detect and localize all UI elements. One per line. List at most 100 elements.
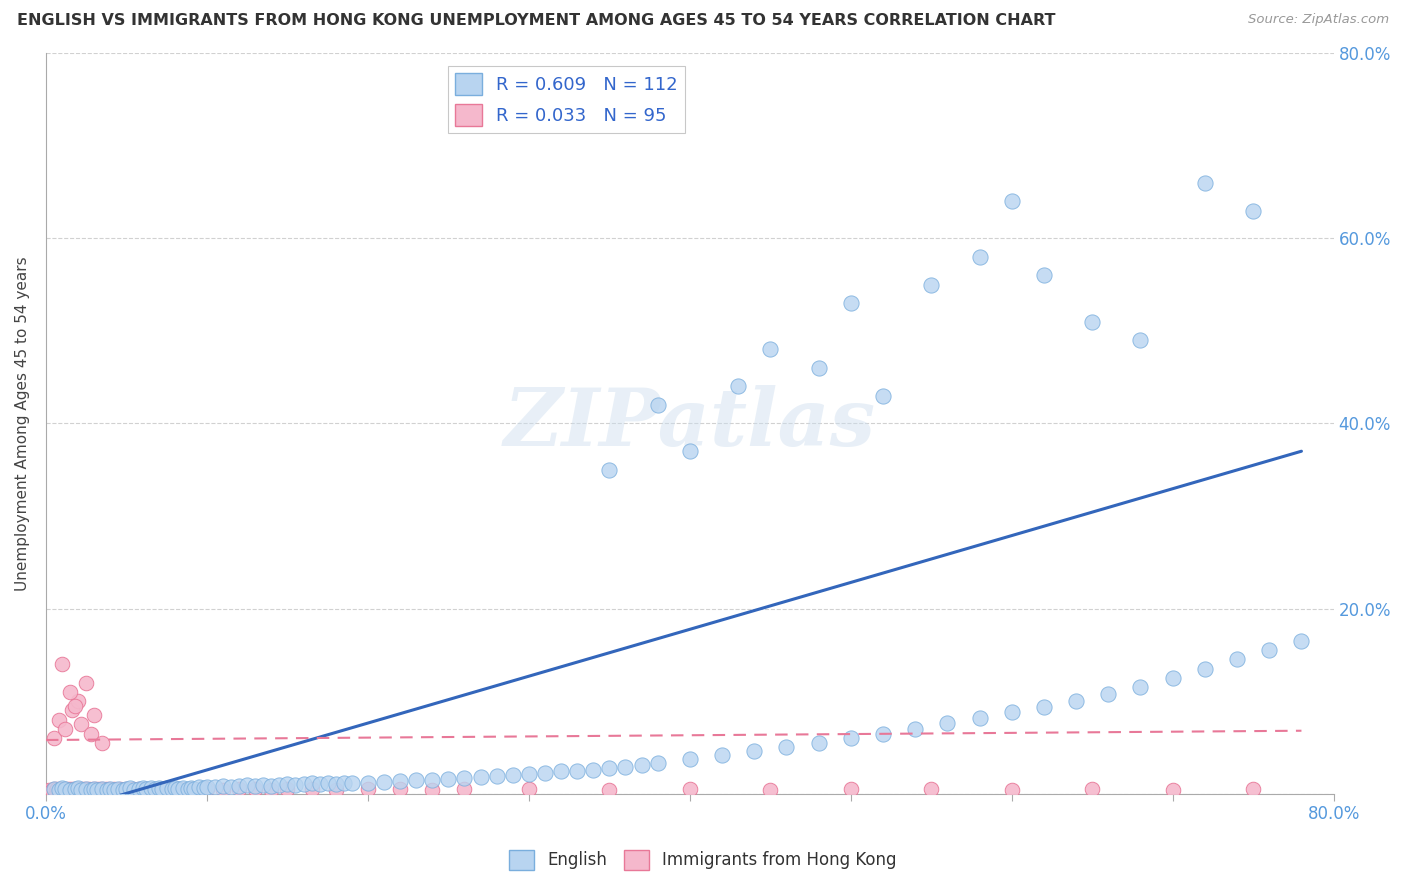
Point: [582, 763, 605, 777]
Point: [53, 782, 76, 797]
Point: [73, 783, 96, 797]
Point: [1241, 203, 1264, 218]
Point: [84, 782, 107, 797]
Point: [98, 782, 121, 797]
Point: [405, 772, 427, 787]
Point: [145, 782, 167, 797]
Point: [301, 776, 323, 790]
Point: [759, 343, 782, 357]
Point: [48, 783, 70, 797]
Point: [1081, 782, 1104, 797]
Point: [1258, 643, 1281, 657]
Point: [245, 779, 267, 793]
Y-axis label: Unemployment Among Ages 45 to 54 years: Unemployment Among Ages 45 to 54 years: [15, 256, 30, 591]
Point: [167, 782, 190, 797]
Point: [839, 296, 862, 310]
Point: [112, 783, 135, 797]
Point: [63, 783, 86, 797]
Point: [62, 782, 84, 797]
Point: [292, 777, 315, 791]
Point: [550, 764, 572, 779]
Point: [453, 782, 475, 797]
Point: [904, 722, 927, 736]
Point: [775, 740, 797, 755]
Point: [45, 783, 67, 797]
Point: [52, 782, 75, 797]
Point: [63, 782, 86, 797]
Point: [872, 389, 894, 403]
Point: [59, 783, 82, 797]
Point: [212, 783, 235, 797]
Point: [160, 782, 183, 797]
Point: [86, 783, 108, 797]
Point: [565, 764, 588, 778]
Point: [807, 736, 830, 750]
Point: [156, 781, 179, 796]
Point: [260, 783, 283, 797]
Point: [187, 783, 209, 797]
Point: [42, 731, 65, 746]
Point: [112, 783, 135, 797]
Point: [245, 782, 267, 797]
Point: [87, 782, 110, 797]
Point: [80, 783, 103, 797]
Point: [49, 782, 72, 797]
Point: [453, 771, 475, 785]
Point: [91, 782, 114, 797]
Point: [1081, 315, 1104, 329]
Point: [502, 768, 524, 782]
Point: [94, 782, 117, 797]
Point: [70, 783, 93, 797]
Point: [82, 782, 104, 797]
Point: [105, 783, 128, 797]
Point: [308, 777, 330, 791]
Point: [160, 782, 183, 797]
Point: [163, 781, 186, 796]
Point: [1161, 671, 1184, 685]
Point: [172, 783, 194, 797]
Point: [340, 776, 363, 790]
Point: [252, 778, 274, 792]
Point: [156, 783, 179, 797]
Point: [647, 756, 669, 771]
Point: [269, 778, 291, 792]
Point: [67, 694, 90, 708]
Point: [325, 783, 347, 797]
Point: [1001, 705, 1024, 719]
Point: [872, 726, 894, 740]
Point: [63, 698, 86, 713]
Point: [139, 783, 162, 797]
Point: [91, 782, 114, 797]
Point: [969, 250, 991, 264]
Text: ZIPatlas: ZIPatlas: [503, 384, 876, 462]
Point: [936, 716, 959, 731]
Point: [212, 779, 235, 793]
Point: [647, 398, 669, 412]
Point: [1129, 333, 1152, 347]
Point: [389, 773, 412, 788]
Point: [332, 775, 354, 789]
Point: [180, 781, 202, 796]
Point: [150, 782, 173, 797]
Point: [53, 783, 76, 797]
Point: [517, 782, 540, 797]
Point: [534, 766, 557, 780]
Point: [228, 782, 250, 797]
Point: [48, 783, 70, 797]
Point: [58, 783, 80, 797]
Point: [48, 713, 70, 727]
Point: [357, 775, 380, 789]
Point: [96, 783, 118, 797]
Point: [103, 783, 125, 797]
Point: [742, 744, 765, 758]
Point: [920, 277, 942, 292]
Point: [145, 782, 167, 797]
Point: [42, 782, 65, 797]
Point: [187, 780, 209, 795]
Point: [193, 781, 215, 796]
Point: [135, 782, 157, 797]
Point: [80, 783, 103, 797]
Point: [1291, 634, 1313, 648]
Point: [70, 783, 93, 797]
Point: [284, 778, 307, 792]
